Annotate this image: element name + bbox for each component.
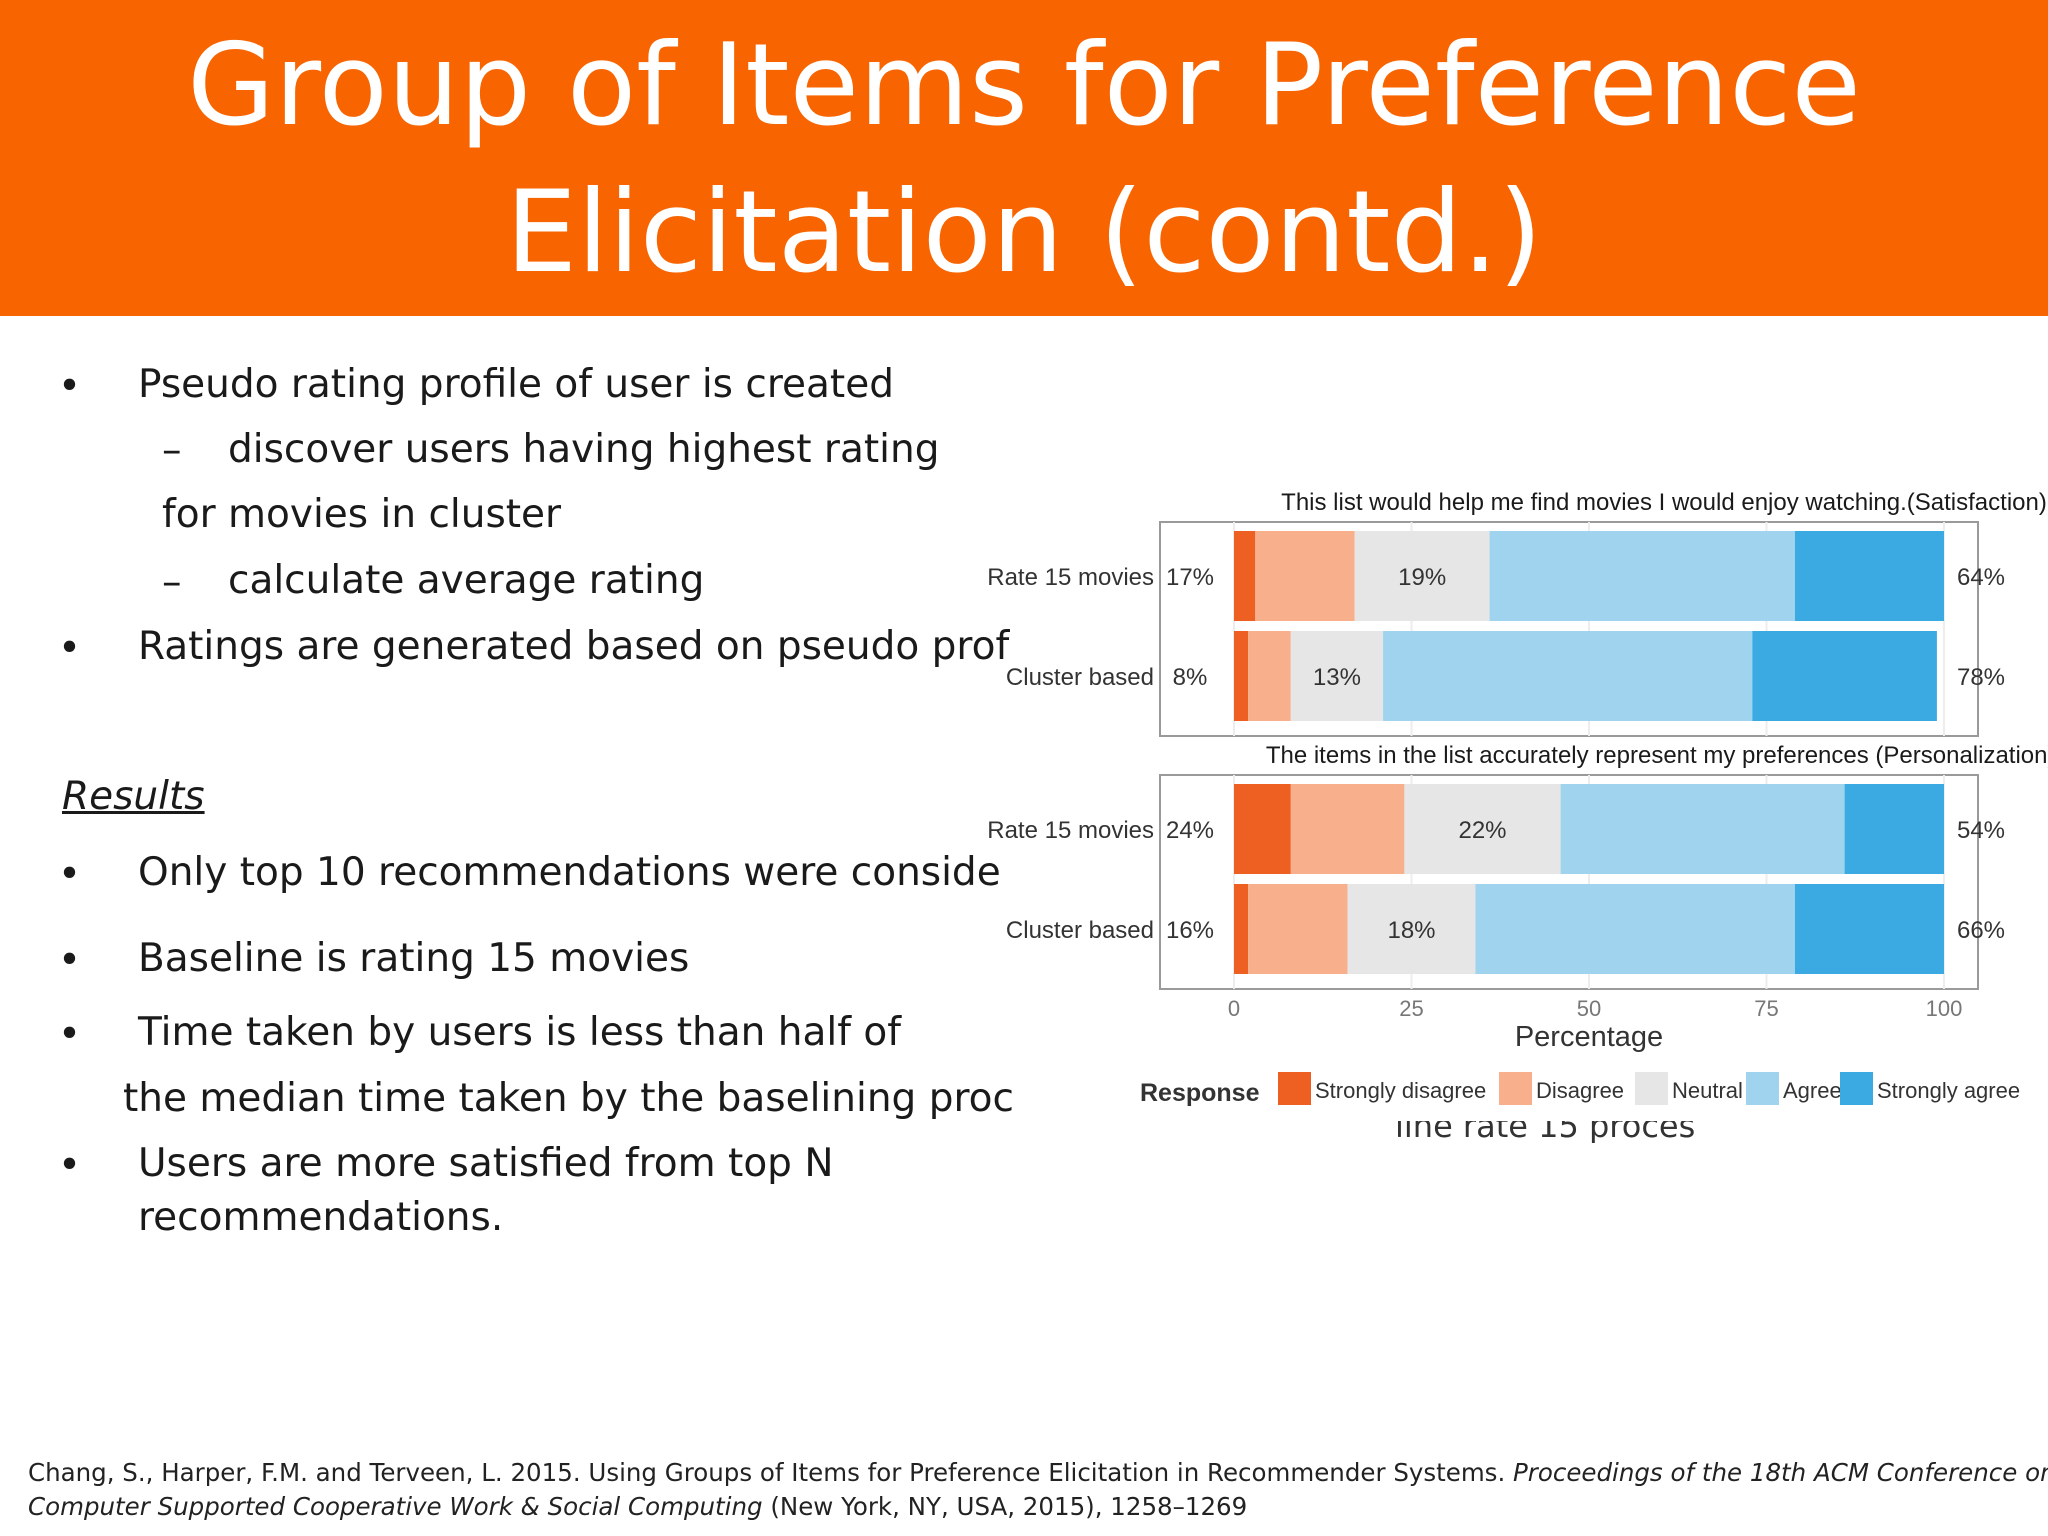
bullet-marker: •	[58, 1012, 82, 1057]
bullet-users-satisfied-cont: recommendations.	[138, 1195, 504, 1240]
neutral-percent-label: 13%	[1313, 664, 1361, 691]
left-percent-label: 24%	[1166, 817, 1214, 844]
sub-bullet-average-rating: calculate average rating	[228, 558, 705, 603]
x-tick-label: 0	[1228, 996, 1240, 1021]
neutral-percent-label: 18%	[1387, 917, 1435, 944]
likert-chart-svg: This list would help me find movies I wo…	[987, 489, 2048, 1107]
reference-text-1-italic: Proceedings of the 18th ACM Conference o…	[1513, 1458, 2048, 1487]
neutral-percent-label: 19%	[1398, 564, 1446, 591]
legend-swatch-2	[1635, 1072, 1668, 1105]
slide-title-line-2: Elicitation (contd.)	[505, 166, 1543, 298]
neutral-percent-label: 22%	[1458, 817, 1506, 844]
right-percent-label: 54%	[1957, 817, 2005, 844]
bullet-users-satisfied: Users are more satisfied from top N	[138, 1141, 834, 1186]
bar-segment-2	[1354, 531, 1490, 621]
right-percent-label: 64%	[1957, 564, 2005, 591]
sub-bullet-discover-users: discover users having highest rating	[228, 427, 940, 472]
bullet-baseline: Baseline is rating 15 movies	[138, 936, 690, 981]
bar-segment-2	[1290, 631, 1384, 721]
reference-line-1: Chang, S., Harper, F.M. and Terveen, L. …	[28, 1458, 2048, 1487]
bullet-marker: •	[58, 938, 82, 983]
legend-label: Disagree	[1536, 1078, 1624, 1103]
bullet-marker: •	[58, 626, 82, 671]
bar-segment-0	[1234, 531, 1256, 621]
legend-label: Strongly agree	[1877, 1078, 2020, 1103]
bar-segment-1	[1255, 531, 1355, 621]
bar-segment-2	[1347, 884, 1476, 974]
sub-bullet-discover-users-cont: for movies in cluster	[162, 492, 562, 537]
x-tick-label: 25	[1399, 996, 1423, 1021]
x-tick-label: 50	[1577, 996, 1601, 1021]
bullet-time-taken-cont: the median time taken by the baselining …	[123, 1076, 1014, 1121]
panel-title: The items in the list accurately represe…	[1266, 742, 2048, 769]
slide-title-line-1: Group of Items for Preference	[187, 19, 1861, 151]
category-label: Cluster based	[1006, 917, 1154, 944]
bullet-pseudo-profile: Pseudo rating profile of user is created	[138, 362, 894, 407]
bar-segment-4	[1794, 531, 1944, 621]
category-label: Rate 15 movies	[987, 817, 1154, 844]
dash-marker: –	[162, 428, 182, 473]
bar-segment-1	[1248, 631, 1291, 721]
x-axis-label: Percentage	[1515, 1021, 1663, 1053]
bar-segment-4	[1752, 631, 1937, 721]
category-label: Cluster based	[1006, 664, 1154, 691]
left-percent-label: 8%	[1173, 664, 1208, 691]
bullet-marker: •	[58, 852, 82, 897]
reference-text-1: Chang, S., Harper, F.M. and Terveen, L. …	[28, 1458, 1514, 1487]
x-tick-label: 75	[1754, 996, 1778, 1021]
legend-swatch-0	[1278, 1072, 1311, 1105]
legend-swatch-1	[1499, 1072, 1532, 1105]
bullet-marker: •	[58, 364, 82, 409]
reference-line-2: Computer Supported Cooperative Work & So…	[28, 1492, 1247, 1521]
bar-segment-3	[1489, 531, 1795, 621]
left-percent-label: 17%	[1166, 564, 1214, 591]
bar-segment-1	[1290, 784, 1405, 874]
bullet-ratings-generated: Ratings are generated based on pseudo pr…	[138, 624, 1010, 669]
legend-label: Neutral	[1672, 1078, 1743, 1103]
bar-segment-0	[1234, 631, 1249, 721]
hidden-caption-fragment: line rate 15 process.	[1395, 1121, 1695, 1143]
bar-segment-1	[1248, 884, 1348, 974]
legend-swatch-4	[1840, 1072, 1873, 1105]
bullet-time-taken: Time taken by users is less than half of	[138, 1010, 901, 1055]
x-tick-label: 100	[1926, 996, 1963, 1021]
legend-label: Strongly disagree	[1315, 1078, 1486, 1103]
bar-segment-4	[1794, 884, 1944, 974]
reference-text-2: (New York, NY, USA, 2015), 1258–1269	[762, 1492, 1248, 1521]
legend-label: Agree	[1783, 1078, 1842, 1103]
hidden-caption-text: line rate 15 process.	[1395, 1121, 1695, 1143]
likert-chart: This list would help me find movies I wo…	[960, 470, 2048, 1150]
left-percent-label: 16%	[1166, 917, 1214, 944]
reference-text-2-italic: Computer Supported Cooperative Work & So…	[28, 1492, 763, 1521]
bar-segment-0	[1234, 884, 1249, 974]
bullet-top-10: Only top 10 recommendations were conside	[138, 850, 1001, 895]
panel-title: This list would help me find movies I wo…	[1281, 489, 2047, 516]
title-bar: Group of Items for Preference Elicitatio…	[0, 0, 2048, 316]
results-heading: Results	[62, 774, 205, 819]
legend-swatch-3	[1746, 1072, 1779, 1105]
bar-segment-0	[1234, 784, 1291, 874]
right-percent-label: 78%	[1957, 664, 2005, 691]
category-label: Rate 15 movies	[987, 564, 1154, 591]
dash-marker: –	[162, 560, 182, 605]
right-percent-label: 66%	[1957, 917, 2005, 944]
bullet-marker: •	[58, 1143, 82, 1188]
bar-segment-2	[1404, 784, 1561, 874]
legend-title: Response	[1140, 1079, 1260, 1107]
bar-segment-3	[1383, 631, 1753, 721]
bar-segment-3	[1560, 784, 1845, 874]
bar-segment-4	[1844, 784, 1944, 874]
bar-segment-3	[1475, 884, 1795, 974]
